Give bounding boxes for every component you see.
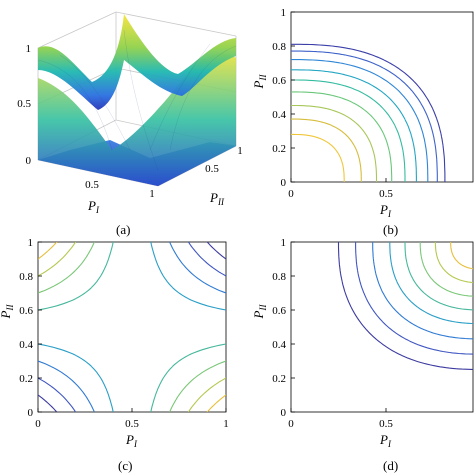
panel-c-contour-2 — [38, 242, 226, 412]
panel-c-contours — [38, 242, 226, 412]
panel-b-ylabel: PII — [251, 74, 268, 90]
a-z-tick-1: 1 — [26, 43, 32, 55]
panel-d-ylabel-sub: II — [258, 304, 268, 312]
panel-b-contour-4 — [291, 79, 406, 182]
panel-c-contour-3 — [38, 242, 226, 412]
panel-d-axes-box — [290, 241, 474, 413]
panel-c-ytick-4: 0.8 — [19, 271, 33, 283]
panel-b-xlabel: PI — [379, 202, 392, 219]
panel-d-xtick-1: 0.5 — [379, 418, 393, 430]
panel-b-contour-0 — [291, 43, 446, 182]
panel-d-ytick-4: 0.8 — [272, 271, 286, 283]
panel-b-ytick-5: 1 — [281, 7, 287, 19]
panel-b-ytick-4: 0.8 — [272, 41, 286, 53]
panel-d-ytick-0: 0 — [281, 407, 287, 419]
panel-b-xtick-0: 0 — [288, 188, 294, 200]
panel-b-caption: (b) — [383, 222, 398, 237]
panel-d-contour-4 — [404, 242, 473, 311]
panel-c-xlabel: PI — [125, 432, 138, 449]
a-xlabel: PI — [87, 198, 100, 215]
panel-c-ylabel-main: P — [0, 311, 13, 320]
panel-d-ytick-3: 0.6 — [272, 305, 286, 317]
panel-c-ytick-1: 0.2 — [19, 373, 33, 385]
panel-b-contour-2 — [291, 59, 429, 182]
a-y-tick-05: 0.5 — [205, 163, 219, 175]
panel-b-contour-1 — [291, 50, 438, 182]
panel-d-ylabel: PII — [251, 304, 268, 320]
panel-c-ylabel: PII — [0, 304, 15, 320]
panel-d-xlabel-main: P — [379, 432, 388, 447]
panel-d-caption: (d) — [383, 458, 398, 473]
panel-c-contour-5 — [38, 242, 226, 412]
panel-c-ytick-3: 0.6 — [19, 305, 33, 317]
a-x-tick-1: 1 — [149, 188, 155, 200]
panel-c-ytick-5: 1 — [28, 237, 34, 249]
panel-c-ytick-0: 0 — [28, 407, 34, 419]
panel-d-contour-2 — [372, 242, 473, 340]
a-x-tick-05: 0.5 — [85, 179, 99, 191]
panel-b-contour-3 — [291, 69, 417, 182]
panel-c-contour-1 — [38, 242, 226, 412]
panel-c-contour-0 — [38, 242, 226, 412]
panel-d-contour-7 — [450, 242, 473, 270]
panel-a: 1 0.5 0 0.5 1 0.5 1 PI PII (a) — [17, 11, 243, 237]
surface-top — [38, 14, 236, 110]
a-caption: (a) — [116, 222, 130, 237]
panel-c-contour-4 — [38, 242, 226, 412]
panel-b-ytick-2: 0.4 — [272, 109, 286, 121]
panel-b-contour-8 — [291, 133, 345, 182]
panel-c-xlabel-main: P — [125, 432, 134, 447]
a-ylabel: PII — [209, 190, 225, 207]
panel-c-contour-6 — [38, 242, 226, 412]
panel-b-contour-5 — [291, 91, 393, 182]
panel-b-ytick-3: 0.6 — [272, 75, 286, 87]
panel-b-contours — [291, 43, 446, 182]
panel-c-contour-7 — [38, 242, 226, 412]
panel-d-ytick-5: 1 — [281, 237, 287, 249]
panel-b-axes-box — [290, 11, 474, 183]
panel-c-xtick-1: 0.5 — [125, 418, 139, 430]
panel-b-contour-6 — [291, 104, 378, 182]
panel-b-xlabel-main: P — [379, 202, 388, 217]
panel-d-contour-1 — [355, 242, 473, 355]
panel-c-ytick-2: 0.4 — [19, 339, 33, 351]
panel-b-ytick-0: 0 — [281, 177, 287, 189]
panel-d-xtick-0: 0 — [288, 418, 294, 430]
panel-d-contour-5 — [419, 242, 473, 297]
surface-mesh — [37, 29, 237, 171]
panel-b-xtick-1: 0.5 — [379, 188, 393, 200]
panel-b-ytick-1: 0.2 — [272, 143, 286, 155]
panel-b-xlabel-sub: I — [387, 209, 392, 219]
panel-d-xlabel: PI — [379, 432, 392, 449]
panel-b-ylabel-main: P — [251, 81, 266, 90]
panel-d-contour-0 — [337, 242, 473, 370]
panel-b-contour-7 — [291, 118, 362, 182]
panel-c-caption: (c) — [118, 458, 132, 473]
panel-d-ytick-2: 0.4 — [272, 339, 286, 351]
panel-c-xtick-2: 1 — [223, 418, 229, 430]
panel-d-contours — [337, 242, 473, 370]
panel-c-xtick-0: 0 — [35, 418, 41, 430]
panel-d-ylabel-main: P — [251, 311, 266, 320]
panel-c-ylabel-sub: II — [5, 304, 15, 312]
panel-c-axes-box — [37, 241, 227, 413]
panel-c-xlabel-sub: I — [133, 439, 138, 449]
panel-d-xlabel-sub: I — [387, 439, 392, 449]
panel-b-ylabel-sub: II — [258, 74, 268, 82]
panel-d-contour-6 — [434, 242, 473, 284]
a-z-tick-05: 0.5 — [17, 98, 31, 110]
a-z-tick-0: 0 — [26, 155, 32, 167]
a-y-tick-1: 1 — [237, 145, 243, 157]
panel-d-ytick-1: 0.2 — [272, 373, 286, 385]
panel-d-contour-3 — [389, 242, 473, 325]
